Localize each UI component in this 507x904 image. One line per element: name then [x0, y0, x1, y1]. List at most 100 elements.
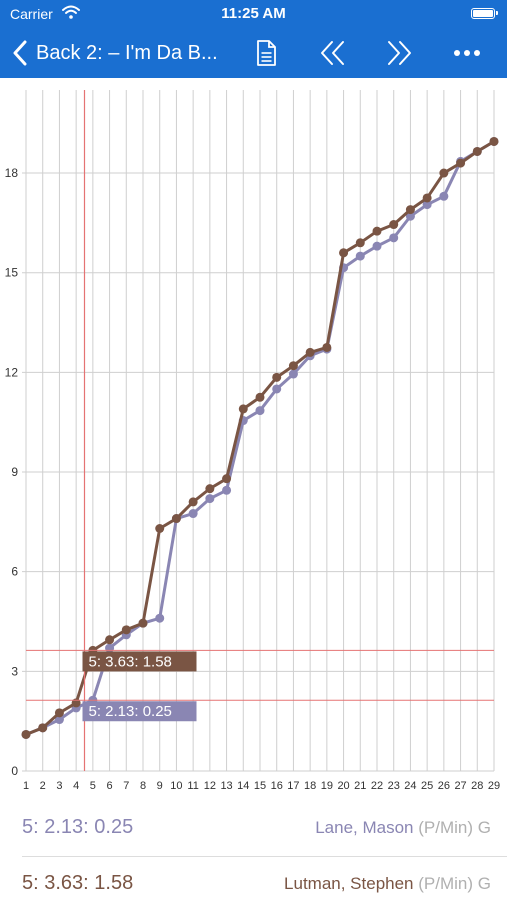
x-tick-label: 28 [471, 780, 483, 792]
x-tick-label: 22 [371, 780, 383, 792]
x-tick-label: 12 [204, 780, 216, 792]
data-point [456, 158, 466, 168]
data-point [54, 708, 64, 718]
x-tick-label: 16 [271, 780, 283, 792]
data-point [255, 392, 265, 402]
more-icon[interactable] [452, 38, 482, 68]
data-point [238, 404, 248, 414]
y-tick-label: 12 [5, 365, 19, 379]
series-suffix: G [477, 874, 491, 893]
data-point [21, 729, 31, 739]
x-tick-label: 27 [454, 780, 466, 792]
data-point [339, 248, 349, 258]
series-unit: (P/Min) [418, 818, 474, 837]
nav-title: 2: – I'm Da B... [86, 41, 218, 64]
data-point [422, 193, 432, 203]
back-button[interactable]: Back 2: – I'm Da B... [12, 38, 218, 68]
annotation-layer: 5: 3.63: 1.58 5: 2.13: 0.25 [82, 651, 197, 722]
x-tick-label: 9 [157, 780, 163, 792]
y-tick-label: 0 [11, 764, 18, 778]
data-point [105, 635, 115, 645]
data-point [372, 241, 382, 251]
x-tick-label: 23 [388, 780, 400, 792]
navigation-bar: Back 2: – I'm Da B... [0, 28, 507, 78]
annotation-label: 5: 3.63: 1.58 [89, 653, 172, 670]
data-point [272, 372, 282, 382]
chevron-left-icon [13, 40, 27, 66]
data-point [288, 361, 298, 371]
data-point [171, 514, 181, 524]
y-tick-labels: 0 3 6 9 12 15 18 [5, 166, 19, 778]
double-chevron-left-icon[interactable] [318, 38, 348, 68]
double-chevron-right-icon[interactable] [384, 38, 414, 68]
back-label: Back 2: – I'm Da B... [36, 42, 218, 65]
data-point [155, 523, 165, 533]
x-tick-label: 24 [404, 780, 416, 792]
y-tick-label: 3 [11, 664, 18, 678]
legend-value: 5: 3.63: 1.58 [22, 872, 134, 894]
data-point [38, 723, 48, 733]
data-point [272, 384, 282, 394]
x-tick-label: 21 [354, 780, 366, 792]
x-tick-label: 10 [170, 780, 182, 792]
data-point [105, 643, 115, 653]
x-tick-label: 7 [123, 780, 129, 792]
annotation-box [82, 701, 197, 722]
vertical-gridlines [25, 90, 495, 771]
x-tick-label: 8 [140, 780, 146, 792]
y-tick-label: 6 [11, 565, 18, 579]
x-tick-label: 13 [220, 780, 232, 792]
x-tick-label: 5 [90, 780, 96, 792]
data-point [205, 494, 215, 504]
data-point [422, 200, 432, 210]
y-tick-label: 15 [5, 266, 19, 280]
x-tick-label: 25 [421, 780, 433, 792]
data-point [439, 191, 449, 201]
data-point [355, 238, 365, 248]
y-tick-label: 9 [11, 465, 18, 479]
series-name: Lutman, Stephen [284, 874, 414, 893]
x-tick-label: 18 [304, 780, 316, 792]
horizontal-gridlines [22, 172, 494, 772]
data-point [138, 618, 148, 628]
data-point [372, 226, 382, 236]
series-unit: (P/Min) [418, 874, 474, 893]
battery-icon [471, 8, 498, 19]
data-point [121, 625, 131, 635]
data-point [222, 474, 232, 484]
back-text: Back [36, 41, 81, 64]
data-point [439, 168, 449, 178]
x-tick-label: 29 [488, 780, 500, 792]
x-tick-label: 15 [254, 780, 266, 792]
data-point [389, 233, 399, 243]
data-point [54, 715, 64, 725]
series-name: Lane, Mason [315, 818, 414, 837]
data-point [222, 485, 232, 495]
legend-value: 5: 2.13: 0.25 [22, 816, 134, 838]
document-icon[interactable] [251, 38, 281, 68]
x-tick-label: 17 [287, 780, 299, 792]
status-time: 11:25 AM [221, 5, 286, 22]
status-bar: Carrier 11:25 AM [0, 0, 507, 28]
data-point [405, 205, 415, 215]
x-tick-label: 11 [187, 780, 198, 792]
x-tick-label: 3 [56, 780, 62, 792]
data-point [255, 406, 265, 416]
data-point [472, 146, 482, 156]
data-point [205, 484, 215, 494]
x-tick-label: 19 [321, 780, 333, 792]
legend-row-lane[interactable]: 5: 2.13: 0.25 Lane, Mason (P/Min) G [0, 808, 507, 848]
data-point [188, 497, 198, 507]
x-tick-label: 6 [107, 780, 113, 792]
x-tick-label: 20 [337, 780, 349, 792]
legend-divider [22, 856, 507, 857]
x-tick-labels: 1 2 3 4 5 6 7 8 9 10 11 12 13 14 15 16 17 18 19 20 21 22 23 24 2… [23, 780, 500, 792]
annotation-label: 5: 2.13: 0.25 [89, 703, 172, 720]
legend-name: Lane, Mason (P/Min) G [315, 818, 491, 838]
legend-row-lutman[interactable]: 5: 3.63: 1.58 Lutman, Stephen (P/Min) G [0, 864, 507, 904]
x-tick-label: 4 [73, 780, 79, 792]
x-tick-label: 1 [23, 780, 29, 792]
data-point [188, 509, 198, 519]
x-tick-label: 2 [40, 780, 46, 792]
